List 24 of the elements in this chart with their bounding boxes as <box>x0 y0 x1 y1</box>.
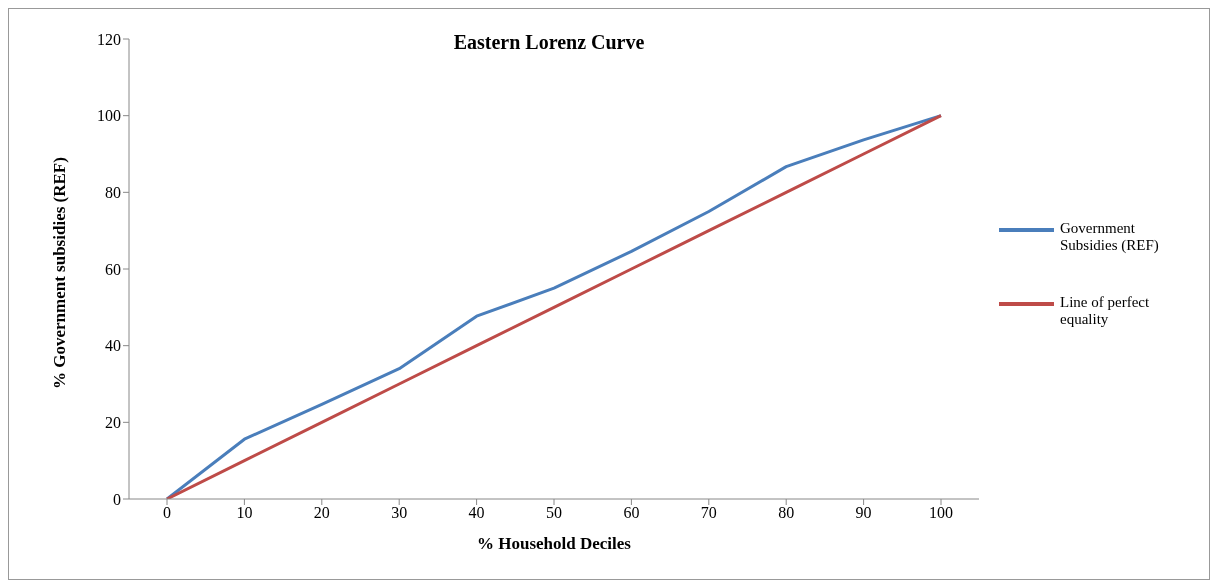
x-tick-label: 40 <box>468 504 485 522</box>
x-tick-label: 70 <box>700 504 717 522</box>
x-tick-label: 30 <box>391 504 408 522</box>
legend-label: Government Subsidies (REF) <box>1060 220 1160 254</box>
y-tick-label: 20 <box>105 414 121 432</box>
x-tick-label: 80 <box>778 504 795 522</box>
legend-label: Line of perfect equality <box>1060 294 1151 328</box>
line-series <box>165 114 943 499</box>
y-tick-label: 60 <box>105 260 121 278</box>
x-tick-label: 50 <box>546 504 562 522</box>
x-tick-label: 10 <box>236 504 253 522</box>
y-tick-label: 80 <box>105 184 121 202</box>
y-tick-label: 120 <box>97 30 121 48</box>
chart-title: Eastern Lorenz Curve <box>452 31 646 54</box>
x-tick-label: 90 <box>855 504 872 522</box>
x-tick-label: 100 <box>929 504 953 522</box>
x-axis-title: % Household Deciles <box>477 534 632 553</box>
y-tick-label: 0 <box>113 490 121 508</box>
y-tick-label: 100 <box>97 107 121 125</box>
x-tick-label: 20 <box>313 504 330 522</box>
x-tick-label: 0 <box>163 504 171 522</box>
y-axis-title: % Government subsidies (REF) <box>50 157 70 389</box>
y-tick-label: 40 <box>105 337 121 355</box>
x-tick-label: 60 <box>623 504 640 522</box>
